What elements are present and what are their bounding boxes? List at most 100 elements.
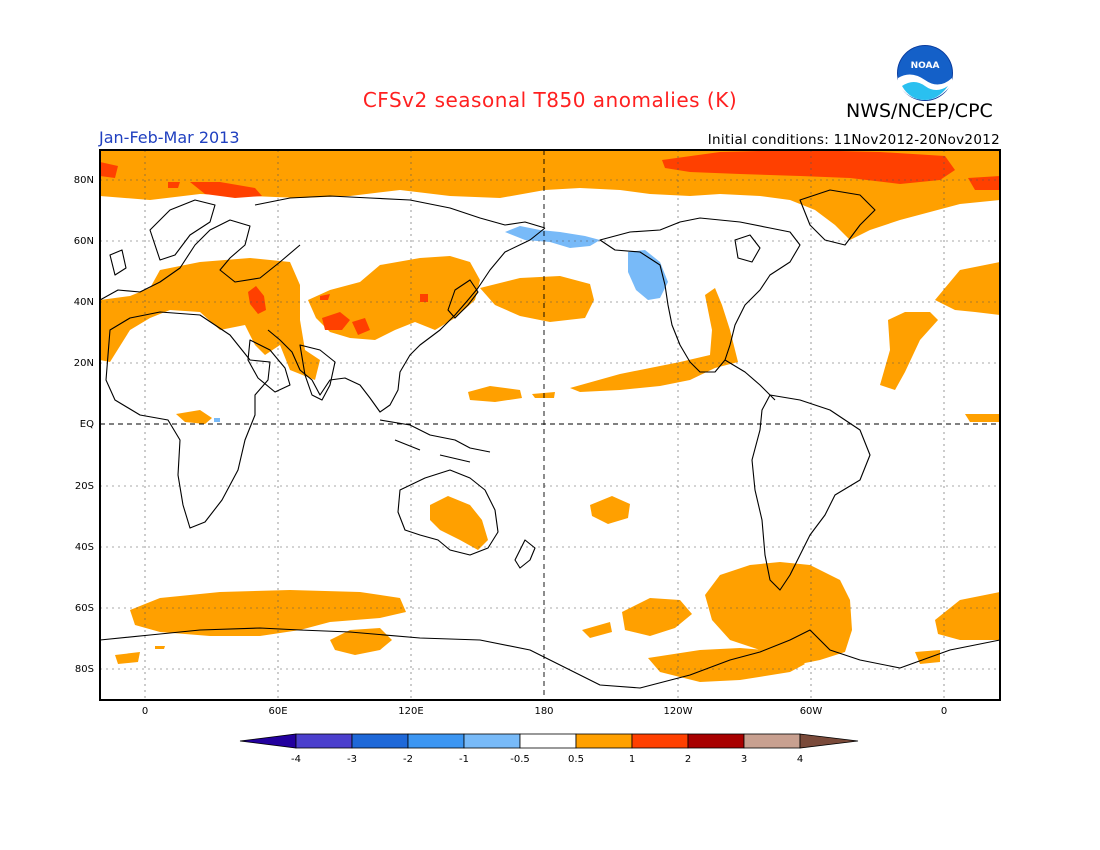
arctic-red-east-a xyxy=(968,176,1000,190)
gulf-alaska-blue xyxy=(628,250,668,300)
colorbar-segment-3-4 xyxy=(743,733,801,749)
colorbar-label-m3: -3 xyxy=(347,754,357,765)
subtropical-pacific-band xyxy=(570,288,738,392)
atlantic-east-region xyxy=(935,262,1000,315)
south-america-coast xyxy=(751,394,871,591)
colorbar-label-2: 2 xyxy=(685,754,691,765)
arctic-red-small xyxy=(168,182,180,188)
caspian-red xyxy=(248,286,266,314)
atlantic-equator-blob xyxy=(965,414,1000,422)
lat-axis: 80N 60N 40N 20N EQ 20S 40S 60S 80S xyxy=(74,175,94,675)
central-asia-red-small xyxy=(320,294,330,300)
antarctic-small-b xyxy=(915,650,940,664)
colorbar-segment-below-4 xyxy=(239,733,297,749)
tibet-red-a xyxy=(322,312,350,330)
africa-coast xyxy=(105,311,271,529)
colorbar-segment-1-2 xyxy=(631,733,689,749)
asia-north-coast xyxy=(254,195,546,229)
colorbar-segment-m3-m2 xyxy=(351,733,409,749)
lat-label-80n: 80N xyxy=(74,175,94,186)
europe-coast xyxy=(100,219,301,301)
atlantic-west-region xyxy=(880,312,938,390)
lon-axis: 0 60E 120E 180 120W 60W 0 xyxy=(142,706,947,717)
africa-blue-dot xyxy=(214,418,220,422)
australia-coast xyxy=(397,469,499,556)
lon-label-120w: 120W xyxy=(664,706,693,717)
japan-coast xyxy=(447,279,479,319)
forecast-period: Jan-Feb-Mar 2013 xyxy=(99,128,240,147)
lat-label-40s: 40S xyxy=(75,542,94,553)
antarctic-pacific-region xyxy=(648,648,805,682)
lon-label-0-east: 0 xyxy=(941,706,947,717)
southern-atlantic-east xyxy=(935,592,1000,640)
noaa-logo: NOAA xyxy=(897,45,953,101)
antarctic-small-a xyxy=(115,652,140,664)
scandinavia-coast xyxy=(149,199,216,261)
lat-label-eq: EQ xyxy=(80,419,94,430)
colorbar-segment-2-3 xyxy=(687,733,745,749)
lat-label-80s: 80S xyxy=(75,664,94,675)
noaa-logo-text: NOAA xyxy=(911,61,940,71)
asia-east-coast xyxy=(267,227,546,413)
lon-label-0-west: 0 xyxy=(142,706,148,717)
colorbar-label-4: 4 xyxy=(797,754,803,765)
lat-label-40n: 40N xyxy=(74,297,94,308)
initial-conditions: Initial conditions: 11Nov2012-20Nov2012 xyxy=(707,132,1000,148)
southern-ocean-small-c xyxy=(622,598,692,636)
lon-label-180: 180 xyxy=(534,706,553,717)
lat-label-20n: 20N xyxy=(74,358,94,369)
colorbar-label-m05: -0.5 xyxy=(510,754,530,765)
antarctica-coast xyxy=(100,627,1000,689)
colorbar-labels: -4 -3 -2 -1 -0.5 0.5 1 2 3 4 xyxy=(291,754,803,765)
colorbar-segment-m1-m05 xyxy=(463,733,521,749)
colorbar-segment-m2-m1 xyxy=(407,733,465,749)
colorbar-label-1: 1 xyxy=(629,754,635,765)
colorbar xyxy=(239,733,859,749)
arctic-band-west xyxy=(100,150,545,200)
colorbar-label-m2: -2 xyxy=(403,754,413,765)
anomaly-regions-red xyxy=(100,150,1000,335)
africa-coast-blob xyxy=(176,410,212,424)
north-america-coast xyxy=(599,217,801,373)
colorbar-label-m1: -1 xyxy=(459,754,469,765)
coastlines xyxy=(100,189,1000,689)
south-pacific-blob xyxy=(590,496,630,524)
antarctic-small-c xyxy=(155,646,165,649)
australia-region xyxy=(430,496,488,550)
central-asia-region xyxy=(308,256,480,340)
southern-ocean-indian xyxy=(130,590,406,636)
arabia-coast xyxy=(247,339,291,393)
colorbar-label-m4: -4 xyxy=(291,754,301,765)
colorbar-segment-m05-05 xyxy=(519,733,577,749)
colorbar-segment-m4-m3 xyxy=(295,733,353,749)
tibet-red-b xyxy=(352,318,370,335)
colorbar-label-05: 0.5 xyxy=(568,754,584,765)
south-america-south-atlantic xyxy=(705,562,852,664)
british-isles xyxy=(109,249,127,276)
colorbar-segment-above-4 xyxy=(799,733,859,749)
bering-blue xyxy=(505,226,600,248)
india-coast xyxy=(299,344,336,401)
colorbar-segment-05-1 xyxy=(575,733,633,749)
pacific-equatorial-blob xyxy=(468,386,522,402)
map-frame xyxy=(99,149,1001,701)
pacific-small-blob xyxy=(532,392,555,398)
europe-asia-region xyxy=(100,258,320,380)
lon-label-60w: 60W xyxy=(800,706,823,717)
arctic-red-west-b xyxy=(190,182,262,198)
central-america xyxy=(724,359,776,401)
equator-dateline xyxy=(100,150,1000,700)
lat-label-60s: 60S xyxy=(75,603,94,614)
colorbar-label-3: 3 xyxy=(741,754,747,765)
new-zealand-coast xyxy=(514,539,536,569)
lat-label-60n: 60N xyxy=(74,236,94,247)
lon-label-60e: 60E xyxy=(268,706,287,717)
hudson-bay xyxy=(734,234,761,263)
anomaly-regions-orange xyxy=(100,150,1000,682)
arctic-red-west-a xyxy=(100,162,118,178)
agency-label: NWS/NCEP/CPC xyxy=(846,100,993,122)
southern-ocean-small-b xyxy=(582,622,612,638)
chart-title: CFSv2 seasonal T850 anomalies (K) xyxy=(362,88,738,112)
arctic-red-greenland xyxy=(662,150,955,184)
